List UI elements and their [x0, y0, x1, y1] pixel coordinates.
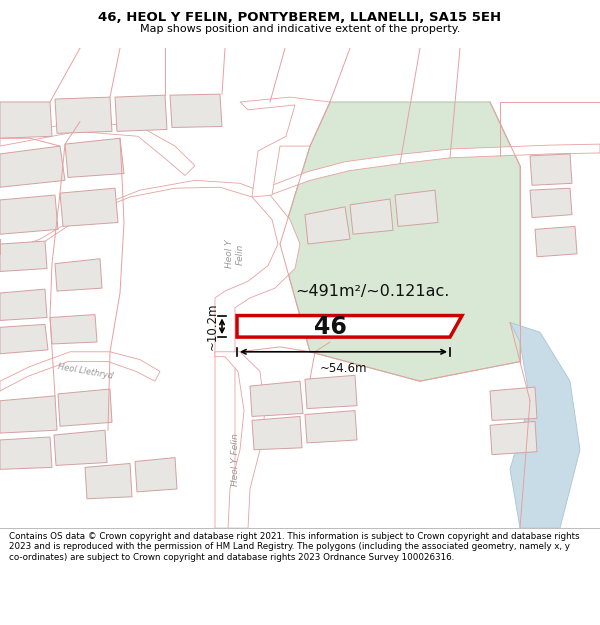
Polygon shape [530, 154, 572, 185]
Polygon shape [170, 94, 222, 128]
Polygon shape [252, 416, 302, 450]
Polygon shape [0, 241, 47, 271]
Polygon shape [0, 181, 300, 528]
Polygon shape [305, 207, 350, 244]
Text: Heol Llethryd: Heol Llethryd [56, 362, 113, 381]
Polygon shape [0, 289, 47, 321]
Polygon shape [50, 314, 97, 344]
Polygon shape [135, 458, 177, 492]
Polygon shape [85, 464, 132, 499]
Polygon shape [0, 122, 195, 176]
Polygon shape [270, 144, 600, 195]
Text: ~10.2m: ~10.2m [206, 302, 219, 350]
Polygon shape [0, 102, 52, 138]
Polygon shape [215, 352, 265, 528]
Polygon shape [65, 138, 124, 178]
Polygon shape [54, 430, 107, 466]
Polygon shape [510, 322, 580, 528]
Text: Heol Y Felin: Heol Y Felin [230, 433, 239, 486]
Text: 46: 46 [314, 315, 346, 339]
Polygon shape [490, 421, 537, 454]
Polygon shape [535, 226, 577, 257]
Polygon shape [305, 411, 357, 443]
Polygon shape [280, 102, 520, 381]
Polygon shape [250, 381, 303, 416]
Polygon shape [60, 188, 118, 226]
Polygon shape [0, 195, 58, 234]
Text: Heol Y
Felin: Heol Y Felin [226, 239, 245, 268]
Polygon shape [0, 396, 57, 433]
Polygon shape [0, 352, 160, 391]
Polygon shape [490, 387, 537, 421]
Text: ~491m²/~0.121ac.: ~491m²/~0.121ac. [295, 284, 449, 299]
Polygon shape [115, 95, 167, 131]
Polygon shape [55, 97, 112, 133]
Polygon shape [0, 437, 52, 469]
Polygon shape [350, 199, 393, 234]
Polygon shape [0, 324, 48, 354]
Polygon shape [530, 188, 572, 218]
Polygon shape [58, 389, 112, 426]
Polygon shape [0, 146, 65, 188]
Polygon shape [55, 259, 102, 291]
Text: 46, HEOL Y FELIN, PONTYBEREM, LLANELLI, SA15 5EH: 46, HEOL Y FELIN, PONTYBEREM, LLANELLI, … [98, 11, 502, 24]
Polygon shape [237, 316, 462, 337]
Polygon shape [240, 97, 330, 197]
Polygon shape [395, 190, 438, 226]
Text: Map shows position and indicative extent of the property.: Map shows position and indicative extent… [140, 24, 460, 34]
Text: Contains OS data © Crown copyright and database right 2021. This information is : Contains OS data © Crown copyright and d… [9, 532, 580, 562]
Polygon shape [305, 375, 357, 409]
Text: ~54.6m: ~54.6m [320, 362, 367, 374]
